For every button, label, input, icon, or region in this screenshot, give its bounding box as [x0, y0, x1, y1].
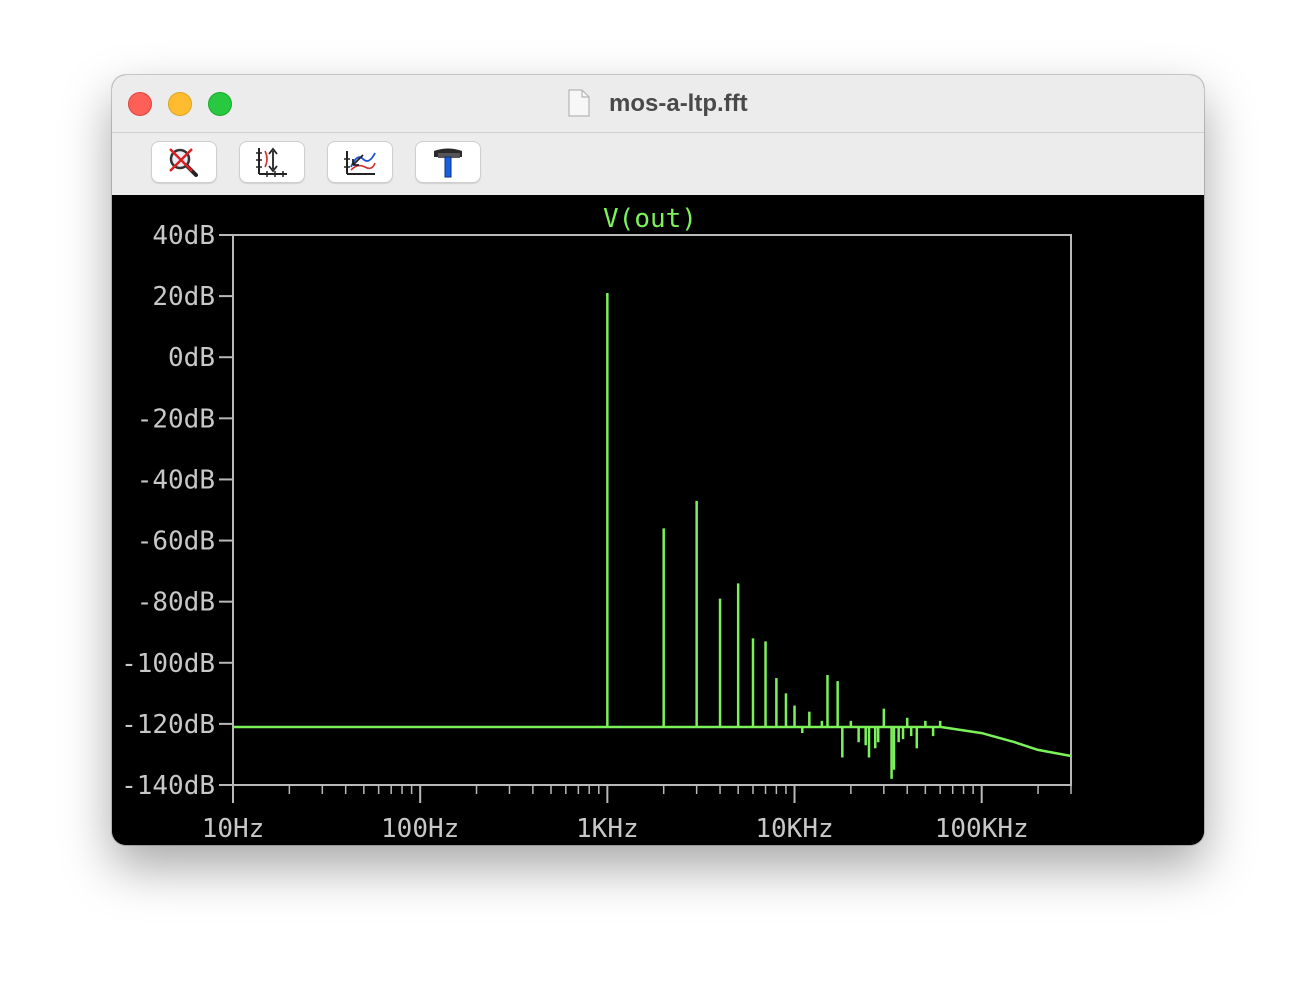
y-tick-label: -40dB — [137, 465, 215, 495]
y-tick-label: -100dB — [121, 649, 215, 679]
close-window-button[interactable] — [128, 92, 152, 116]
y-tick-label: -120dB — [121, 710, 215, 740]
zoom-cancel-icon — [169, 148, 198, 177]
x-tick-label: 100KHz — [935, 814, 1029, 844]
y-tick-label: -140dB — [121, 771, 215, 801]
toolbar — [112, 133, 1204, 196]
x-tick-label: 10Hz — [202, 814, 265, 844]
title-bar[interactable]: mos-a-ltp.fft — [112, 75, 1204, 133]
window-title-group: mos-a-ltp.fft — [112, 89, 1204, 118]
hammer-icon — [434, 148, 462, 178]
trace-tail — [940, 725, 1072, 758]
plot-frame — [232, 234, 1072, 786]
y-tick-label: -60dB — [137, 527, 215, 557]
y-tick-label: -20dB — [137, 404, 215, 434]
y-tick-label: 20dB — [152, 282, 215, 312]
chart-title[interactable]: V(out) — [603, 204, 697, 234]
autorange-button[interactable] — [239, 141, 305, 183]
zoom-window-button[interactable] — [208, 92, 232, 116]
zoom-cancel-button[interactable] — [151, 141, 217, 183]
x-tick-label: 100Hz — [381, 814, 459, 844]
settings-button[interactable] — [415, 141, 481, 183]
fft-chart[interactable]: V(out) 40dB 20dB 0dB -20dB -40dB -60dB -80dB -1… — [112, 195, 1204, 845]
app-window: mos-a-ltp.fft — [112, 75, 1204, 845]
y-axis: 40dB 20dB 0dB -20dB -40dB -60dB -80dB -100dB -12… — [121, 221, 233, 801]
pick-traces-button[interactable] — [327, 141, 393, 183]
y-tick-label: -80dB — [137, 588, 215, 618]
window-title: mos-a-ltp.fft — [609, 90, 748, 117]
pick-traces-icon — [344, 151, 376, 175]
y-tick-label: 40dB — [152, 221, 215, 251]
x-tick-label: 10KHz — [755, 814, 833, 844]
x-tick-label: 1KHz — [576, 814, 639, 844]
document-icon — [568, 89, 590, 117]
x-axis: 10Hz 100Hz 1KHz 10KHz 100KHz — [202, 785, 1072, 844]
autorange-icon — [256, 147, 287, 177]
plot-area[interactable]: V(out) 40dB 20dB 0dB -20dB -40dB -60dB -80dB -1… — [112, 195, 1204, 845]
y-tick-label: 0dB — [168, 343, 215, 373]
minimize-window-button[interactable] — [168, 92, 192, 116]
trace-group — [233, 293, 1072, 779]
